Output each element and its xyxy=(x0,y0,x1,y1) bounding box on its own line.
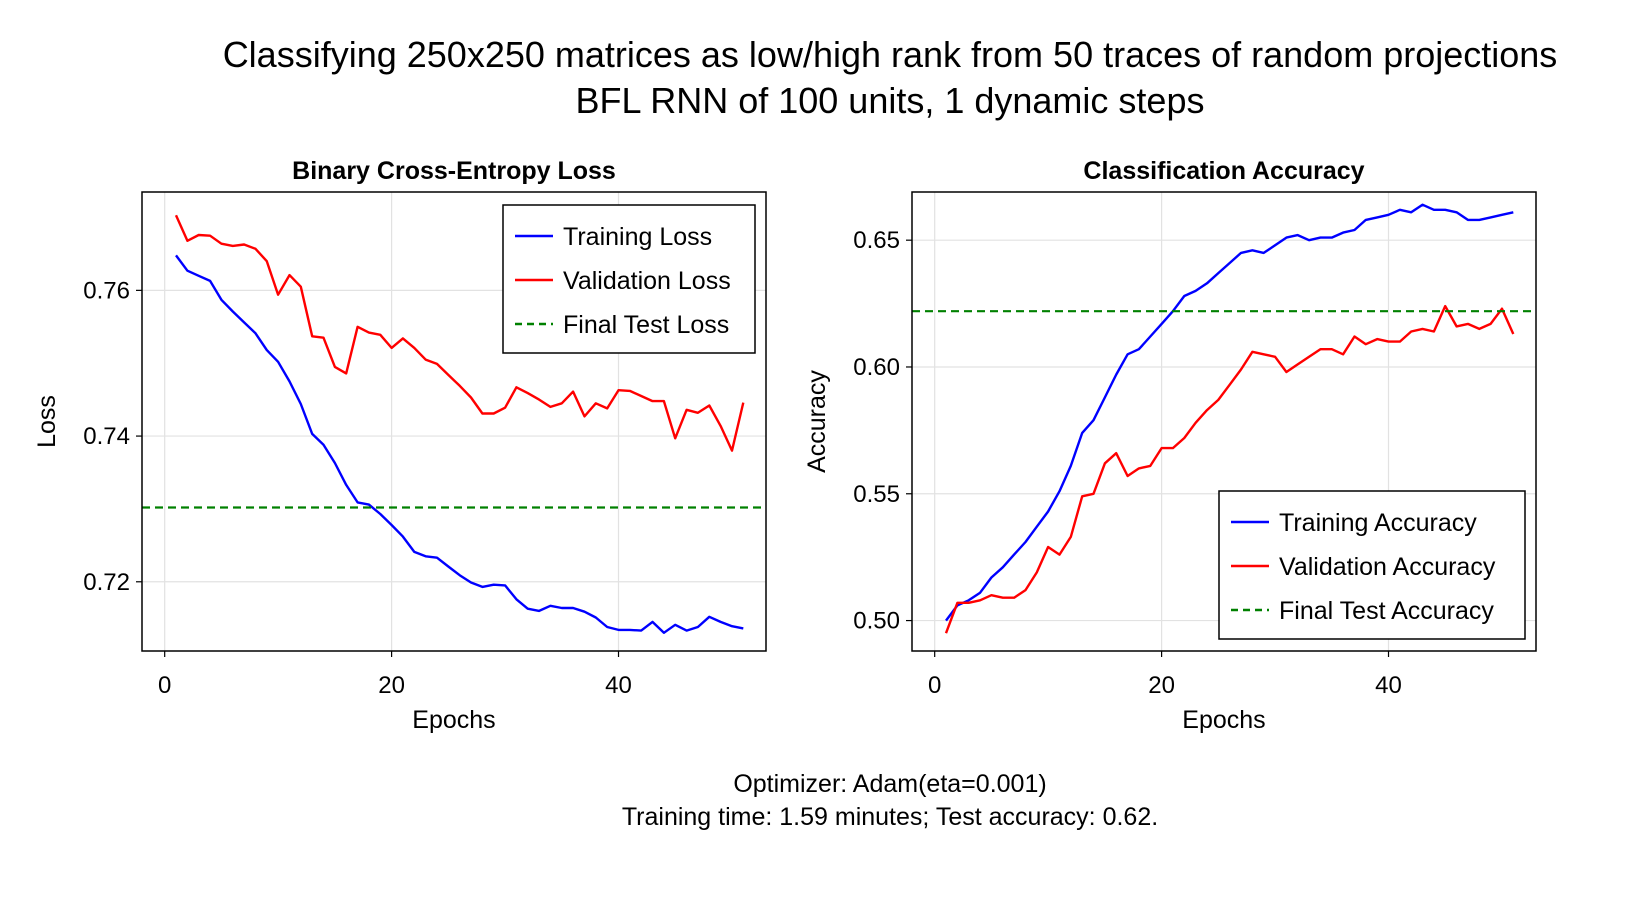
x-tick-label: 0 xyxy=(158,672,171,699)
x-axis-label: Epochs xyxy=(412,706,495,734)
series-line-1 xyxy=(174,214,745,452)
y-tick-label: 0.50 xyxy=(853,608,900,635)
footer-line2: Training time: 1.59 minutes; Test accura… xyxy=(621,803,1159,831)
legend-box xyxy=(1218,490,1526,640)
chart-title: Binary Cross-Entropy Loss xyxy=(292,157,616,185)
x-tick-label: 40 xyxy=(1375,672,1402,699)
y-axis-label: Accuracy xyxy=(803,370,831,473)
x-tick-label: 20 xyxy=(378,672,405,699)
legend-label-2: Final Test Accuracy xyxy=(1279,597,1494,625)
legend-label-0: Training Accuracy xyxy=(1279,509,1477,537)
x-tick-label: 20 xyxy=(1148,672,1175,699)
x-axis-label: Epochs xyxy=(1182,706,1265,734)
legend-label-1: Validation Loss xyxy=(563,267,731,295)
legend-label-2: Final Test Loss xyxy=(563,311,729,339)
chart-title: Classification Accuracy xyxy=(1083,157,1364,185)
x-tick-label: 0 xyxy=(928,672,941,699)
series-line-0 xyxy=(175,254,744,634)
series-line-1 xyxy=(944,304,1515,634)
y-tick-label: 0.60 xyxy=(853,354,900,381)
footer-line1: Optimizer: Adam(eta=0.001) xyxy=(733,770,1047,798)
y-tick-label: 0.72 xyxy=(83,569,130,596)
plot-frame xyxy=(911,191,1537,652)
y-tick-label: 0.65 xyxy=(853,227,900,254)
y-tick-label: 0.55 xyxy=(853,481,900,508)
y-axis-label: Loss xyxy=(33,395,61,448)
legend-label-0: Training Loss xyxy=(563,223,712,251)
series-line-0 xyxy=(945,203,1514,622)
figure-title-line2: BFL RNN of 100 units, 1 dynamic steps xyxy=(575,80,1205,121)
figure-title-line1: Classifying 250x250 matrices as low/high… xyxy=(222,34,1558,75)
y-tick-label: 0.74 xyxy=(83,423,130,450)
y-tick-label: 0.76 xyxy=(83,277,130,304)
legend-label-1: Validation Accuracy xyxy=(1279,553,1496,581)
plot-frame xyxy=(141,191,767,652)
x-tick-label: 40 xyxy=(605,672,632,699)
